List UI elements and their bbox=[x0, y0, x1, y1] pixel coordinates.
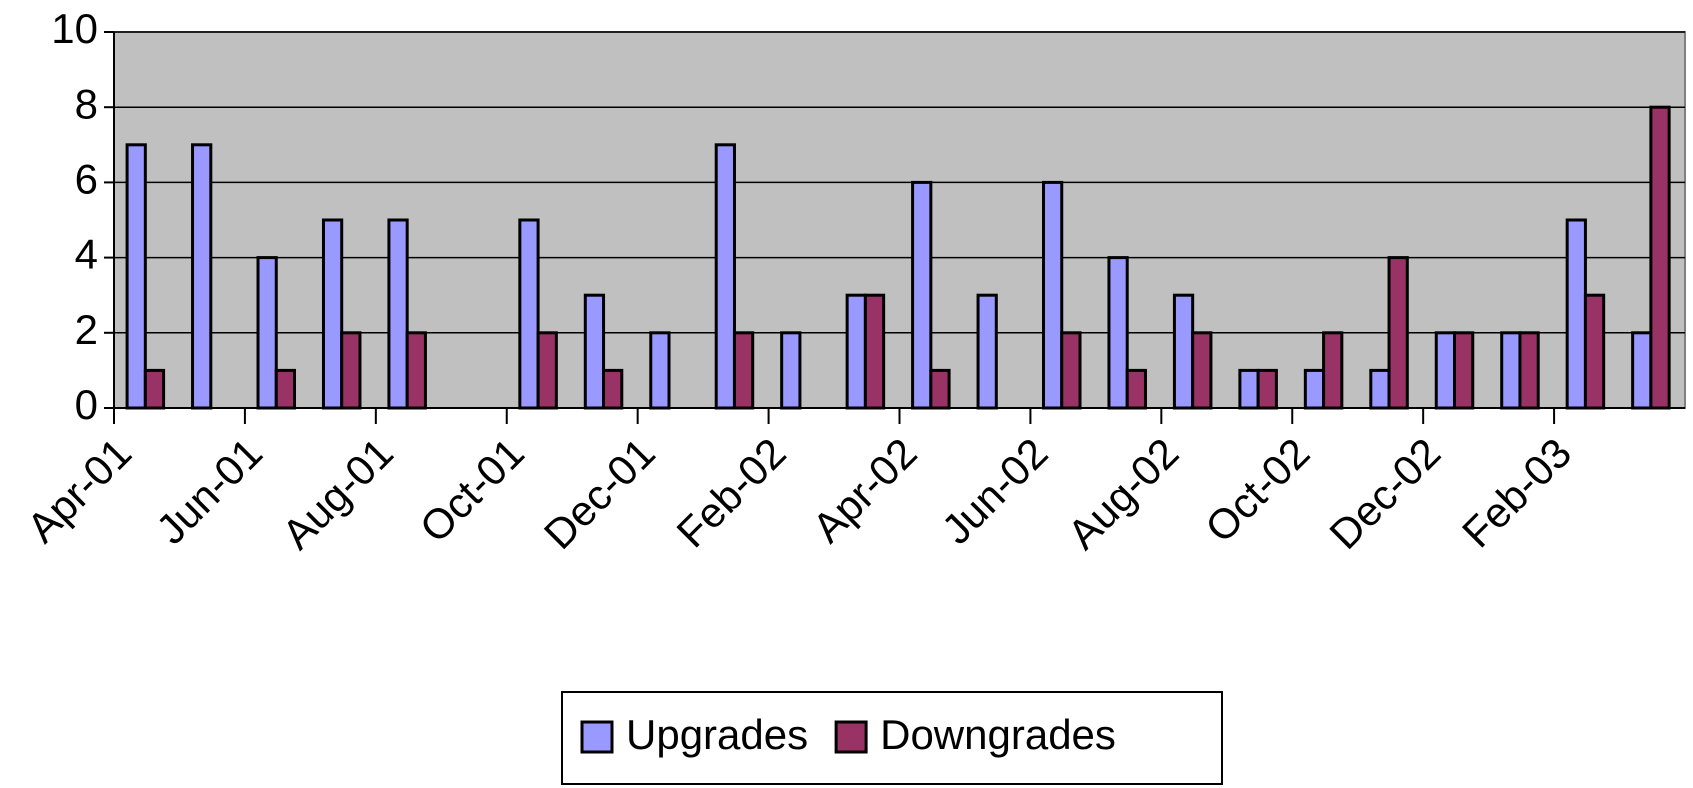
bar bbox=[1172, 293, 1195, 410]
bar bbox=[1256, 368, 1278, 410]
bar bbox=[1042, 180, 1064, 410]
x-tick-label: Feb-03 bbox=[1453, 429, 1580, 556]
bar bbox=[1434, 331, 1457, 410]
bar bbox=[1303, 368, 1326, 410]
bar bbox=[1191, 331, 1213, 410]
legend-label: Downgrades bbox=[880, 711, 1116, 758]
bar bbox=[256, 256, 278, 410]
y-tick-label: 0 bbox=[75, 381, 98, 428]
bar bbox=[536, 331, 558, 410]
y-tick-label: 8 bbox=[75, 80, 98, 127]
legend-swatch bbox=[834, 720, 868, 754]
legend-label: Upgrades bbox=[626, 711, 808, 758]
bar bbox=[602, 368, 624, 410]
x-tick-label: Apr-01 bbox=[18, 429, 140, 551]
bar bbox=[1060, 331, 1082, 410]
bar bbox=[1125, 368, 1147, 410]
bar bbox=[405, 331, 427, 410]
bar bbox=[143, 368, 166, 410]
bar bbox=[191, 143, 213, 410]
x-tick-label: Apr-02 bbox=[803, 429, 925, 551]
legend-swatch bbox=[580, 720, 614, 754]
bar bbox=[1518, 331, 1540, 410]
x-tick-label: Dec-01 bbox=[535, 429, 664, 558]
plot-area bbox=[113, 31, 1686, 409]
bar bbox=[321, 218, 344, 410]
y-tick-label: 10 bbox=[51, 5, 98, 52]
bar bbox=[1238, 368, 1260, 410]
bar bbox=[714, 143, 736, 410]
bar bbox=[1453, 331, 1475, 410]
bar bbox=[780, 331, 802, 410]
y-tick-label: 6 bbox=[75, 155, 98, 202]
bar bbox=[1500, 331, 1522, 410]
bar bbox=[1387, 256, 1409, 410]
x-tick-label: Jun-01 bbox=[147, 429, 271, 553]
x-tick-label: Oct-02 bbox=[1196, 429, 1318, 551]
bar bbox=[929, 368, 951, 410]
x-tick-label: Aug-02 bbox=[1059, 429, 1188, 558]
bar bbox=[387, 218, 409, 410]
bar bbox=[274, 368, 297, 410]
bar bbox=[1369, 368, 1391, 410]
legend: Upgrades Downgrades bbox=[561, 691, 1223, 785]
bar bbox=[1107, 256, 1129, 410]
bar bbox=[1631, 331, 1653, 410]
bar bbox=[1583, 293, 1606, 410]
bar bbox=[340, 331, 362, 410]
bar bbox=[583, 293, 606, 410]
bar bbox=[911, 180, 933, 410]
x-tick-label: Dec-02 bbox=[1320, 429, 1449, 558]
bar bbox=[125, 143, 147, 410]
y-tick-label: 4 bbox=[75, 231, 98, 278]
bar bbox=[845, 293, 867, 410]
bar bbox=[649, 331, 671, 410]
bar bbox=[1649, 105, 1671, 410]
x-tick-label: Aug-01 bbox=[273, 429, 402, 558]
bar bbox=[1565, 218, 1587, 410]
bar bbox=[518, 218, 540, 410]
bar bbox=[863, 293, 886, 410]
x-tick-label: Oct-01 bbox=[411, 429, 533, 551]
bar bbox=[732, 331, 755, 410]
x-tick-label: Jun-02 bbox=[933, 429, 1057, 553]
legend-box bbox=[561, 691, 1223, 785]
bar bbox=[976, 293, 998, 410]
bar bbox=[1322, 331, 1344, 410]
x-tick-label: Feb-02 bbox=[667, 429, 794, 556]
y-tick-label: 2 bbox=[75, 306, 98, 353]
